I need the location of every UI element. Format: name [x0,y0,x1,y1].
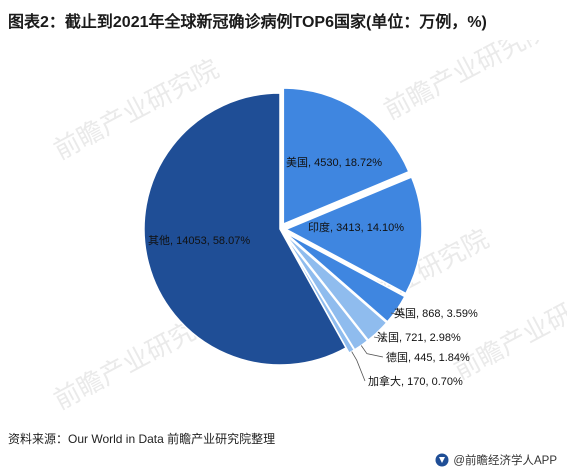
leader-line-3 [390,309,406,316]
brand-tag: @前瞻经济学人APP [435,452,557,468]
pie-slice-1 [282,87,410,226]
watermark-text: 前瞻产业研究院 [449,274,567,386]
pie-slice-7 [143,92,348,366]
leader-line-5 [360,345,384,358]
pie-chart: 前瞻产业研究院前瞻产业研究院前瞻产业研究院前瞻产业研究院前瞻产业研究院 美国, … [49,40,567,416]
source-note: 资料来源：Our World in Data 前瞻产业研究院整理 [8,432,276,446]
footer: 资料来源：Our World in Data 前瞻产业研究院整理 @前瞻经济学人… [0,416,567,471]
slice-label-3: 英国, 868, 3.59% [394,306,478,320]
chart-title: 图表2：截止到2021年全球新冠确诊病例TOP6国家(单位：万例，%) [8,14,487,31]
slice-label-7: 其他, 14053, 58.07% [148,234,250,247]
pie-slices [143,87,423,366]
slice-label-1: 美国, 4530, 18.72% [286,156,382,169]
brand-logo-icon [435,453,449,467]
leader-line-6 [351,351,366,382]
watermark-text: 前瞻产业研究院 [379,40,554,126]
slice-label-2: 印度, 3413, 14.10% [308,220,404,234]
pie-slice-2 [284,176,423,295]
brand-text: @前瞻经济学人APP [453,455,557,467]
slice-label-4: 法国, 721, 2.98% [377,330,461,344]
slice-label-6: 加拿大, 170, 0.70% [368,374,463,388]
pie-labels: 美国, 4530, 18.72% 印度, 3413, 14.10% 其他, 1405… [148,156,478,388]
leader-line-4 [373,331,386,340]
slice-label-5: 德国, 445, 1.84% [386,350,470,364]
